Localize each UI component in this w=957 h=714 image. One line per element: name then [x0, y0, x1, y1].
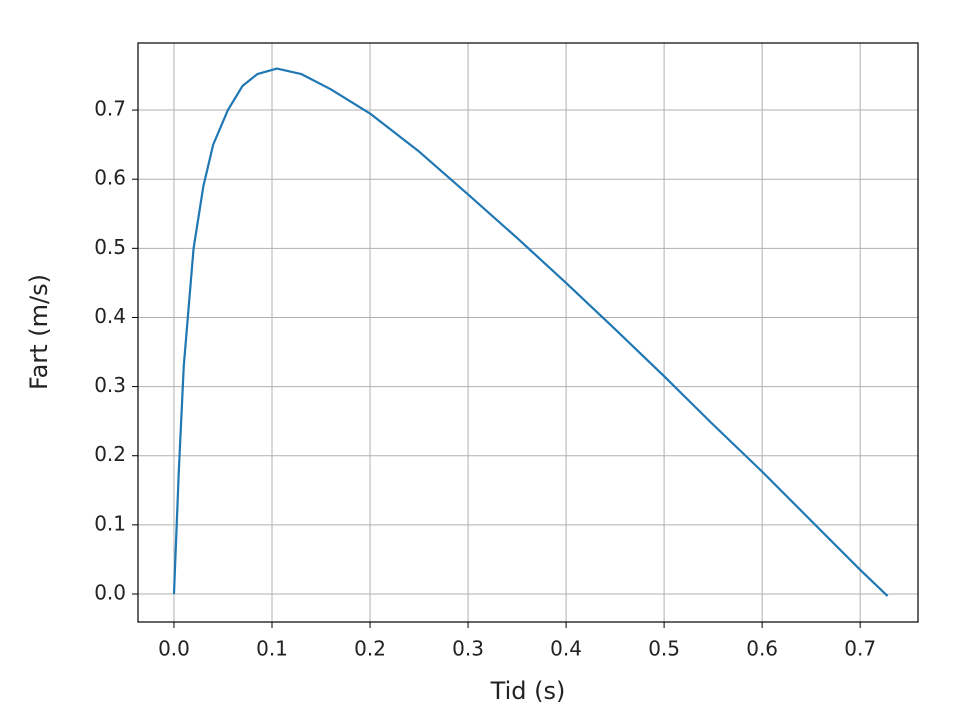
x-tick-label: 0.6	[746, 637, 778, 661]
y-tick-label: 0.4	[94, 304, 126, 328]
y-tick-label: 0.5	[94, 235, 126, 259]
x-tick-label: 0.0	[158, 637, 190, 661]
y-tick-label: 0.7	[94, 97, 126, 121]
x-tick-label: 0.5	[648, 637, 680, 661]
line	[172, 67, 889, 597]
x-tick-label: 0.4	[550, 637, 582, 661]
y-tick-label: 0.2	[94, 442, 126, 466]
y-tick-label: 0.3	[94, 373, 126, 397]
x-tick-label: 0.3	[452, 637, 484, 661]
x-tick-label: 0.1	[256, 637, 288, 661]
y-axis-label: Fart (m/s)	[25, 274, 53, 390]
y-tick-label: 0.0	[94, 581, 126, 605]
x-axis-label: Tid (s)	[490, 677, 566, 705]
x-tick-label: 0.2	[354, 637, 386, 661]
plot-frame	[137, 42, 919, 623]
x-tick-label: 0.7	[844, 637, 876, 661]
y-tick-label: 0.6	[94, 166, 126, 190]
y-tick-label: 0.1	[94, 511, 126, 535]
